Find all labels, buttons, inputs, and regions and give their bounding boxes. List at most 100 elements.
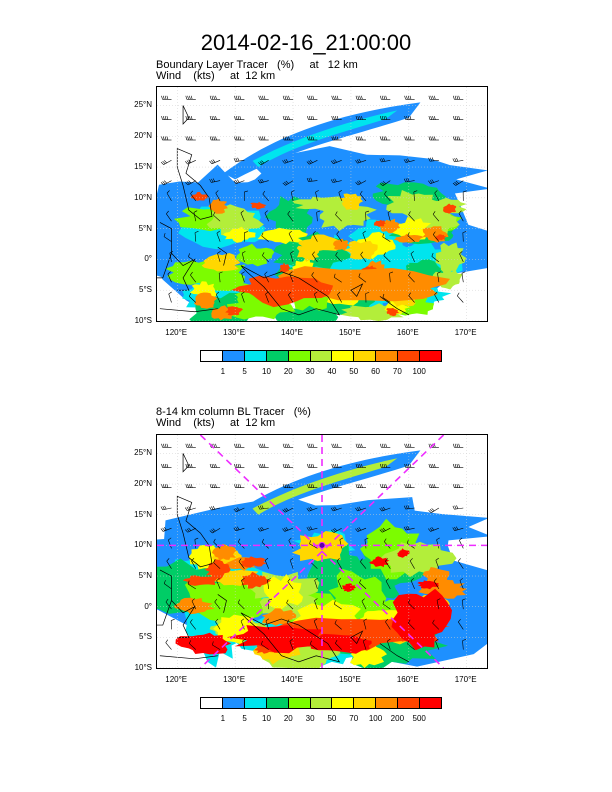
x-tick-label: 160°E bbox=[396, 675, 419, 684]
wind-barb bbox=[313, 618, 318, 630]
wind-barb bbox=[459, 578, 464, 590]
field-blob bbox=[222, 226, 256, 243]
wind-barb bbox=[459, 251, 464, 263]
wind-barb bbox=[380, 136, 391, 141]
coastline bbox=[350, 630, 364, 645]
colorbar-swatch bbox=[332, 351, 355, 361]
field-plume-core bbox=[252, 110, 398, 168]
wind-barb bbox=[265, 618, 270, 630]
wind-barb bbox=[282, 443, 294, 448]
wind-barb bbox=[380, 95, 391, 100]
wind-barb bbox=[331, 116, 342, 120]
wind-barb bbox=[307, 136, 318, 141]
wind-barb bbox=[379, 180, 391, 187]
wind-barb bbox=[408, 272, 415, 283]
field-blob bbox=[226, 625, 328, 654]
wind-barb bbox=[264, 210, 269, 222]
coastline bbox=[379, 296, 410, 316]
colorbar-swatch bbox=[398, 698, 421, 708]
wind-barb bbox=[428, 157, 439, 162]
wind-barb bbox=[209, 484, 221, 489]
x-tick-label: 170°E bbox=[454, 675, 477, 684]
wind-barb bbox=[333, 600, 342, 610]
colorbar-swatch bbox=[332, 698, 355, 708]
wind-barb bbox=[330, 178, 342, 183]
field-blob bbox=[279, 262, 291, 274]
wind-barb bbox=[428, 95, 439, 100]
wind-barb bbox=[242, 638, 247, 650]
wind-barb bbox=[167, 271, 172, 283]
wind-barb bbox=[213, 559, 221, 569]
field-blob bbox=[342, 583, 357, 592]
gridlines bbox=[157, 87, 487, 321]
panel1-title-line1: Boundary Layer Tracer (%) at 12 km bbox=[156, 59, 358, 71]
field-blob bbox=[225, 306, 243, 316]
coastline bbox=[379, 643, 410, 663]
wind-barb bbox=[233, 157, 245, 162]
wind-barb bbox=[282, 180, 294, 186]
wind-barb bbox=[331, 136, 342, 141]
wind-barb bbox=[387, 638, 391, 650]
colorbar-swatch bbox=[398, 351, 421, 361]
wind-barb bbox=[434, 190, 440, 202]
panel1-field-svg bbox=[157, 87, 487, 321]
colorbar-label: 40 bbox=[327, 367, 337, 376]
wind-barb bbox=[339, 537, 344, 549]
wind-barb bbox=[160, 160, 172, 165]
wind-barb bbox=[216, 578, 221, 590]
field-blob bbox=[393, 233, 424, 243]
y-tick-label: 10°N bbox=[134, 192, 152, 202]
wind-barb bbox=[382, 233, 391, 242]
wind-barb bbox=[331, 443, 342, 448]
y-tick-label: 25°N bbox=[134, 448, 152, 458]
wind-barb bbox=[165, 598, 172, 610]
wind-barb bbox=[403, 178, 415, 183]
wind-barb bbox=[168, 291, 172, 303]
wind-barb bbox=[163, 233, 172, 242]
coastline bbox=[182, 453, 190, 473]
y-tick-label: 10°N bbox=[134, 540, 152, 550]
wind-barb bbox=[459, 537, 464, 549]
wind-barb bbox=[265, 291, 269, 303]
wind-barb bbox=[306, 159, 318, 165]
wind-barb bbox=[261, 640, 269, 650]
colorbar-swatch bbox=[310, 698, 333, 708]
wind-barb bbox=[387, 210, 392, 222]
wind-barb bbox=[407, 599, 415, 610]
wind-barb bbox=[233, 526, 245, 532]
wind-barb bbox=[163, 580, 172, 590]
field-blob bbox=[201, 253, 241, 272]
wind-barb bbox=[160, 527, 172, 532]
wind-barb bbox=[258, 95, 269, 100]
field-blob bbox=[369, 556, 390, 568]
wind-barb bbox=[188, 253, 196, 263]
wind-barb bbox=[307, 443, 318, 448]
wind-barb bbox=[407, 640, 415, 650]
wind-barb bbox=[282, 95, 294, 100]
wind-barb bbox=[161, 95, 172, 100]
wind-barb bbox=[234, 116, 245, 120]
wind-barb bbox=[190, 619, 197, 630]
panel1-map bbox=[156, 86, 488, 322]
wind-barb bbox=[355, 484, 366, 489]
wind-barb bbox=[167, 537, 172, 549]
colorbar-swatch bbox=[266, 698, 289, 708]
wind-barb bbox=[194, 231, 199, 242]
figure-title: 2014-02-16_21:00:00 bbox=[200, 30, 412, 55]
wind-barb bbox=[428, 136, 439, 141]
y-tick-label: 5°S bbox=[139, 285, 152, 295]
wind-barb bbox=[215, 190, 221, 202]
wind-barb bbox=[290, 251, 294, 262]
field-blob bbox=[257, 227, 308, 245]
wind-barb bbox=[428, 179, 440, 184]
wind-barb bbox=[187, 580, 196, 590]
wind-barb bbox=[380, 443, 391, 448]
wind-barb bbox=[433, 578, 440, 590]
colorbar-swatch bbox=[222, 698, 245, 708]
wind-barb bbox=[432, 231, 440, 242]
y-tick-label: 15°N bbox=[134, 509, 152, 519]
wind-barb bbox=[452, 157, 464, 163]
wind-barb bbox=[258, 136, 269, 141]
wind-barb bbox=[382, 600, 391, 610]
wind-barb bbox=[257, 526, 269, 532]
